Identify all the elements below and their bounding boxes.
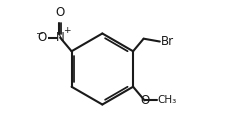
Text: O: O [38, 31, 47, 44]
Text: O: O [139, 94, 149, 107]
Text: +: + [63, 26, 70, 35]
Text: −: − [35, 28, 42, 37]
Text: O: O [55, 6, 64, 19]
Text: Br: Br [161, 35, 173, 48]
Text: CH₃: CH₃ [157, 95, 176, 105]
Text: N: N [55, 31, 64, 44]
